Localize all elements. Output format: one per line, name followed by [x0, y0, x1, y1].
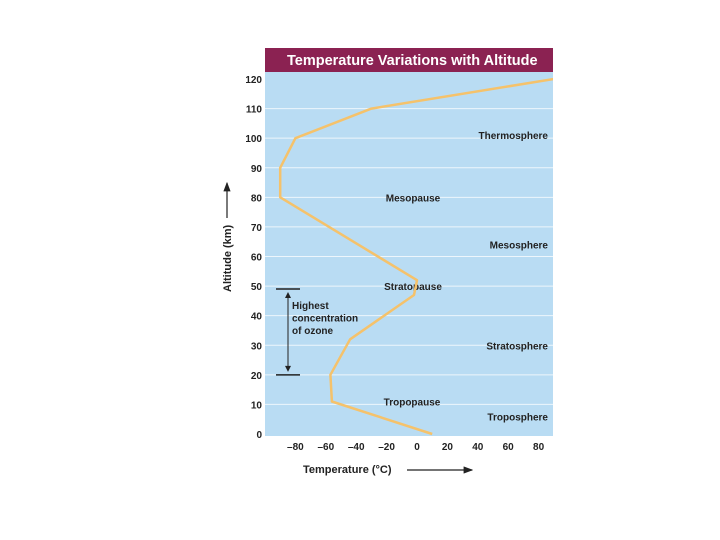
y-axis-title: Altitude (km) [222, 224, 234, 292]
boundary-label: Stratopause [384, 282, 442, 293]
layer-label: Thermosphere [479, 131, 549, 142]
x-tick-label: –40 [348, 442, 365, 453]
ozone-label: Highest [292, 301, 329, 312]
chart-title: Temperature Variations with Altitude [287, 53, 538, 69]
y-tick-label: 0 [256, 430, 262, 441]
y-tick-label: 60 [251, 253, 263, 264]
y-tick-label: 40 [251, 312, 263, 323]
temperature-line [278, 77, 553, 436]
boundary-label: Mesopause [386, 193, 441, 204]
ozone-arrow-up [285, 292, 291, 299]
y-tick-label: 120 [245, 75, 262, 86]
y-tick-label: 10 [251, 400, 263, 411]
x-tick-label: 80 [533, 442, 545, 453]
x-tick-label: 40 [472, 442, 484, 453]
y-tick-label: 20 [251, 371, 263, 382]
y-tick-label: 80 [251, 193, 263, 204]
x-tick-label: 20 [442, 442, 454, 453]
boundary-label: Tropopause [384, 397, 441, 408]
x-tick-label: 60 [503, 442, 515, 453]
x-tick-label: –20 [378, 442, 395, 453]
title-bar [265, 48, 553, 72]
layer-label: Mesosphere [490, 241, 549, 252]
x-tick-label: 0 [414, 442, 420, 453]
y-tick-label: 90 [251, 164, 263, 175]
ozone-label: concentration [292, 314, 358, 325]
y-tick-label: 30 [251, 341, 263, 352]
layer-label: Stratosphere [486, 341, 548, 352]
x-tick-label: –60 [317, 442, 334, 453]
x-tick-label: –80 [287, 442, 304, 453]
y-tick-label: 100 [245, 134, 262, 145]
x-axis-title: Temperature (°C) [303, 464, 392, 476]
y-tick-label: 70 [251, 223, 263, 234]
y-tick-label: 110 [246, 105, 263, 116]
plot-background [265, 48, 553, 436]
y-tick-label: 50 [251, 282, 263, 293]
ozone-arrow-down [285, 365, 291, 372]
ozone-label: of ozone [292, 326, 334, 337]
layer-label: Troposphere [487, 412, 548, 423]
